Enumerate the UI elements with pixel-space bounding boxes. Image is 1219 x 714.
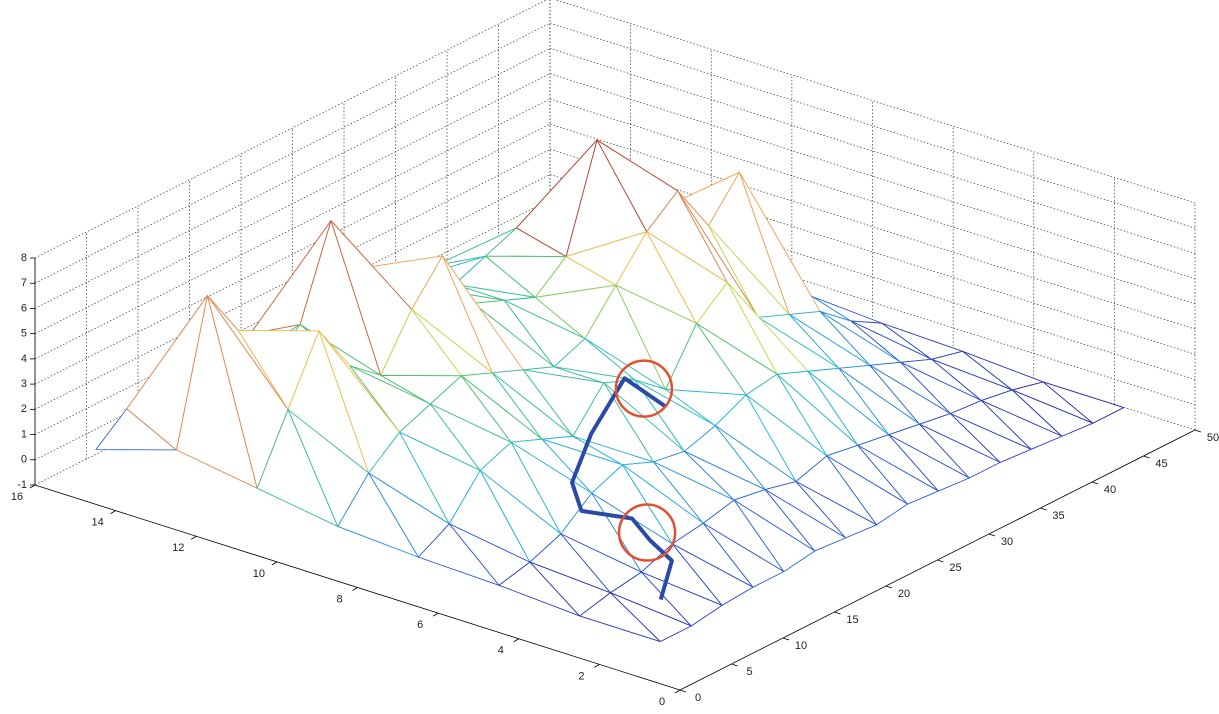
tick-mark xyxy=(783,638,789,640)
tick-mark xyxy=(938,560,944,562)
y-tick-label: 25 xyxy=(949,562,961,574)
tick-mark xyxy=(111,511,116,514)
tick-mark xyxy=(353,588,358,591)
tick-mark xyxy=(594,664,599,667)
z-tick-label: -1 xyxy=(17,479,27,491)
z-tick-label: 3 xyxy=(21,378,27,390)
y-tick-label: 0 xyxy=(695,692,701,704)
tick-mark xyxy=(989,534,995,536)
tick-mark xyxy=(514,639,519,642)
grid-line xyxy=(35,0,550,258)
z-tick-label: 8 xyxy=(21,252,27,264)
tick-mark xyxy=(835,612,841,614)
z-tick-label: 0 xyxy=(21,454,27,466)
x-tick-label: 12 xyxy=(172,542,184,554)
x-tick-label: 0 xyxy=(659,696,665,708)
z-tick-label: 6 xyxy=(21,302,27,314)
page: 024681012141605101520253035404550-101234… xyxy=(0,0,1219,714)
x-tick-label: 16 xyxy=(11,491,23,503)
x-tick-label: 10 xyxy=(253,568,265,580)
tick-mark xyxy=(433,613,438,616)
x-tick-label: 8 xyxy=(336,593,342,605)
tick-mark xyxy=(272,562,277,565)
tick-mark xyxy=(675,690,680,693)
z-tick-label: 5 xyxy=(21,328,27,340)
x-tick-label: 6 xyxy=(417,619,423,631)
tick-mark xyxy=(1092,482,1098,484)
grid-line xyxy=(35,23,550,283)
y-tick-label: 20 xyxy=(898,588,910,600)
tick-mark xyxy=(1144,456,1150,458)
z-tick-label: 1 xyxy=(21,428,27,440)
y-tick-label: 50 xyxy=(1207,432,1219,444)
tick-mark xyxy=(886,586,892,588)
y-tick-label: 40 xyxy=(1104,484,1116,496)
tick-mark xyxy=(191,536,196,539)
chart: 024681012141605101520253035404550-101234… xyxy=(0,0,1219,709)
tick-mark xyxy=(1195,430,1201,432)
y-tick-label: 15 xyxy=(846,614,858,626)
z-tick-label: 4 xyxy=(21,353,27,365)
y-tick-label: 30 xyxy=(1001,536,1013,548)
tick-mark xyxy=(732,664,738,666)
y-tick-label: 45 xyxy=(1155,458,1167,470)
z-tick-label: 7 xyxy=(21,277,27,289)
tick-mark xyxy=(1041,508,1047,510)
z-tick-label: 2 xyxy=(21,403,27,415)
tick-mark xyxy=(680,690,686,692)
x-tick-label: 14 xyxy=(92,517,104,529)
y-tick-label: 10 xyxy=(795,640,807,652)
y-tick-label: 35 xyxy=(1052,510,1064,522)
x-tick-label: 2 xyxy=(578,670,584,682)
x-tick-label: 4 xyxy=(498,645,504,657)
y-tick-label: 5 xyxy=(746,666,752,678)
tick-mark xyxy=(30,485,35,488)
